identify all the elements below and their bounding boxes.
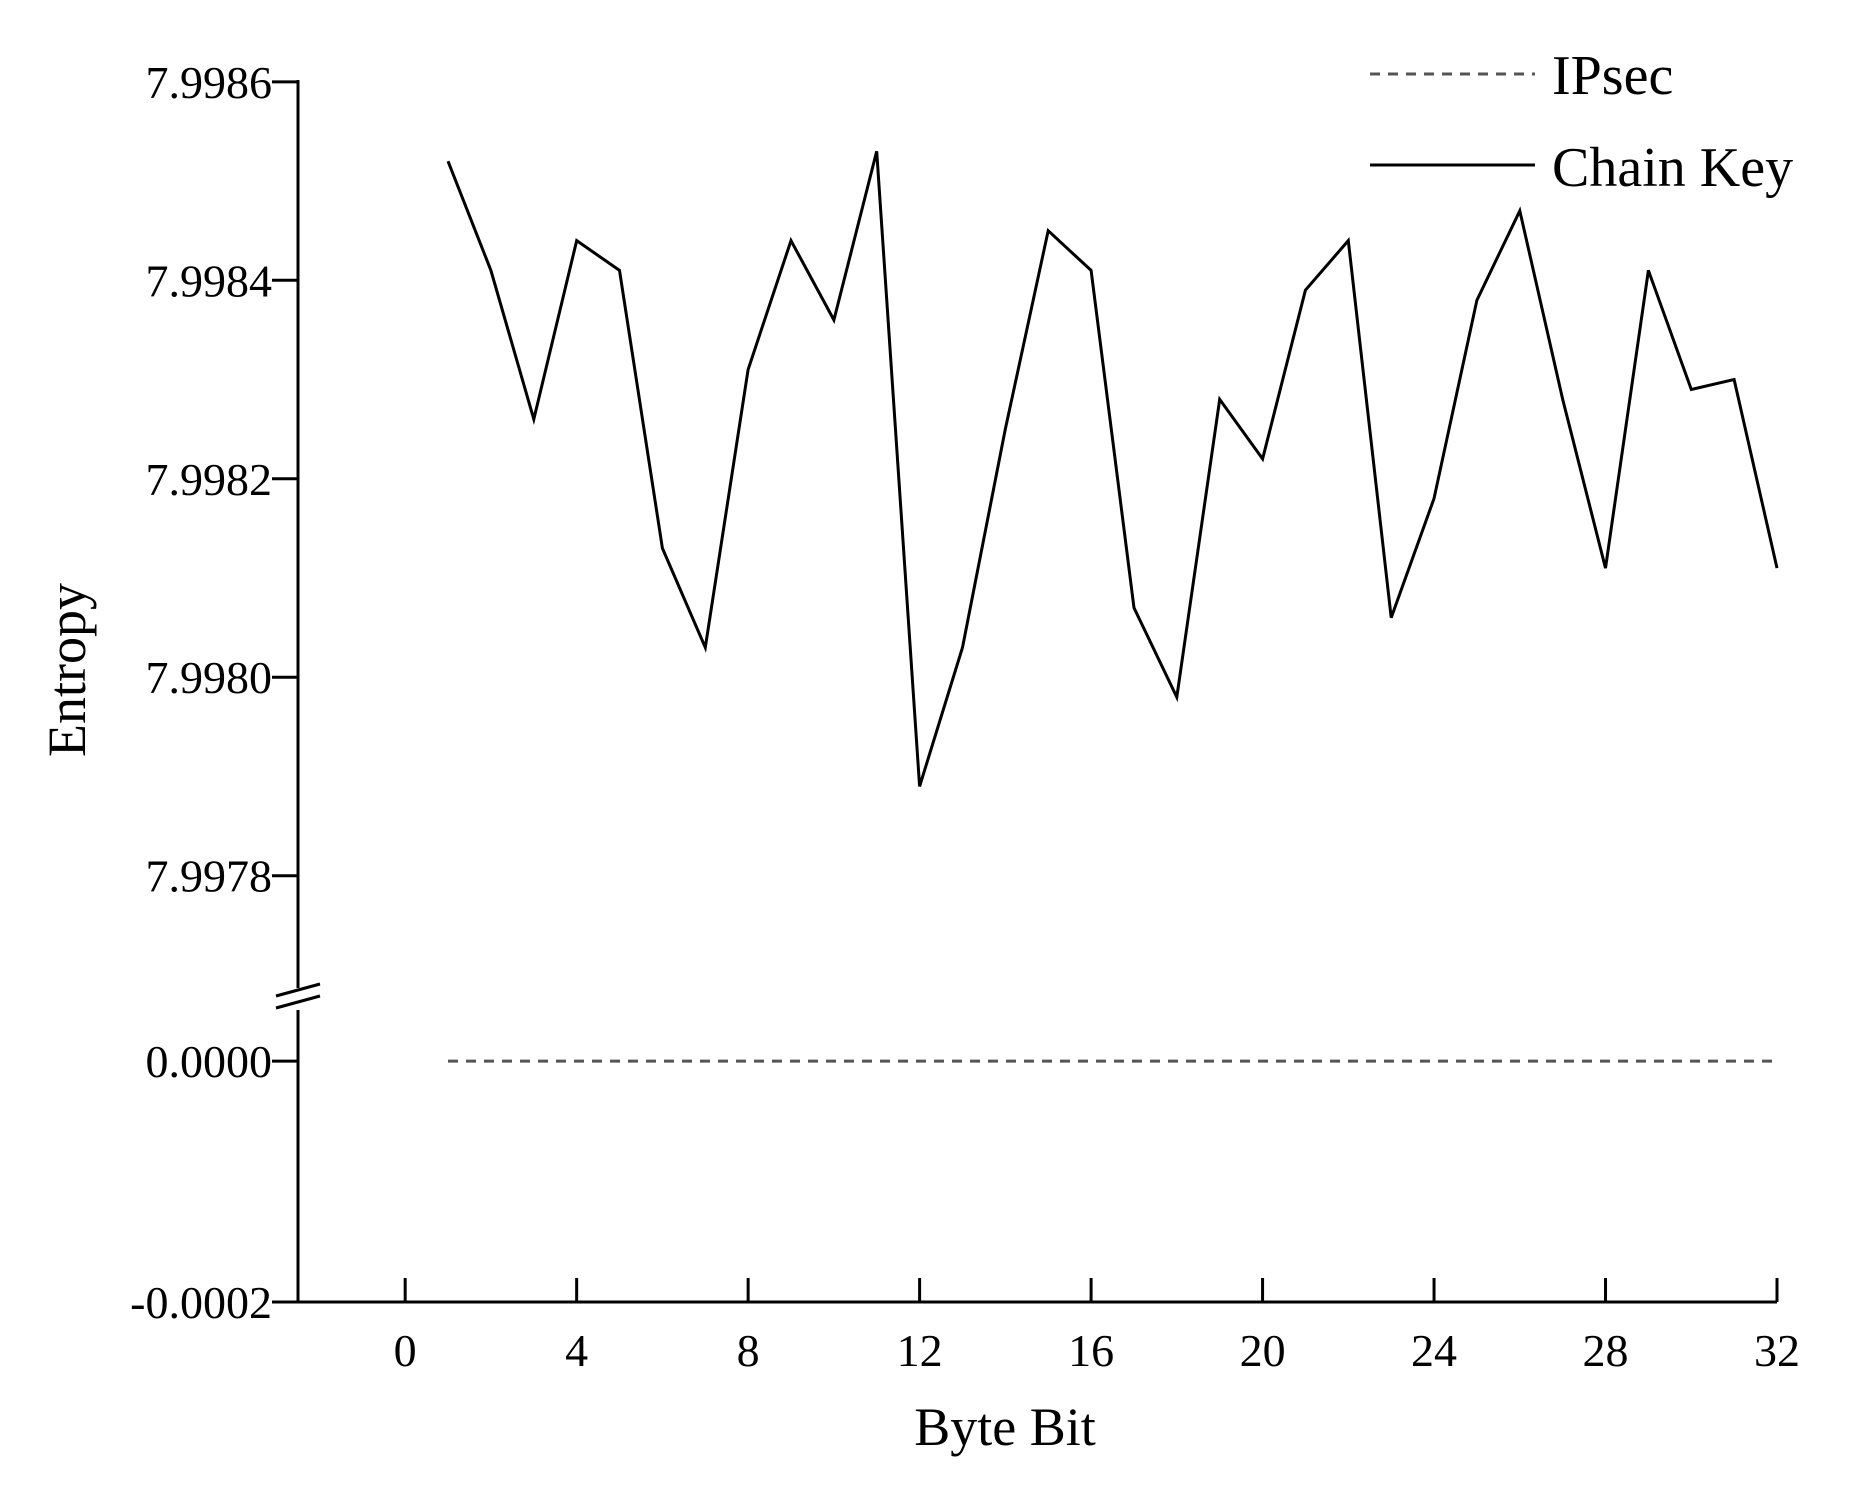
x-tick-label: 12	[897, 1325, 943, 1376]
y-axis-title: Entropy	[37, 583, 97, 757]
series-group	[446, 150, 1779, 1063]
x-tick-label: 4	[565, 1325, 588, 1376]
x-tick-label: 8	[737, 1325, 760, 1376]
legend-label-ipsec: IPsec	[1552, 45, 1673, 107]
y-tick-label: -0.0002	[130, 1277, 272, 1328]
x-tick-label: 20	[1240, 1325, 1286, 1376]
y-tick-label: 7.9978	[146, 851, 273, 902]
legend: IPsec Chain Key	[1370, 45, 1793, 199]
x-tick-label: 24	[1411, 1325, 1457, 1376]
x-axis-title: Byte Bit	[914, 1397, 1096, 1457]
legend-label-chain-key: Chain Key	[1552, 137, 1793, 199]
x-tick-label: 16	[1068, 1325, 1114, 1376]
y-tick-label: 0.0000	[146, 1036, 273, 1087]
axes	[272, 80, 1779, 1304]
x-tick-label: 32	[1754, 1325, 1800, 1376]
y-tick-label: 7.9984	[146, 255, 273, 306]
x-tick-label: 0	[394, 1325, 417, 1376]
y-tick-label: 7.9980	[146, 652, 273, 703]
series-line-chain-key	[446, 150, 1779, 787]
axis-break-mark	[275, 982, 321, 998]
axis-break-mark	[275, 994, 321, 1010]
x-tick-label: 28	[1583, 1325, 1629, 1376]
y-tick-label: 7.9986	[146, 57, 273, 108]
tick-labels: 0 4 8 12 16 20 24 28 32 7.9978 7.9980 7.9982 7.9984 7…	[130, 57, 1800, 1376]
y-tick-label: 7.9982	[146, 454, 273, 505]
